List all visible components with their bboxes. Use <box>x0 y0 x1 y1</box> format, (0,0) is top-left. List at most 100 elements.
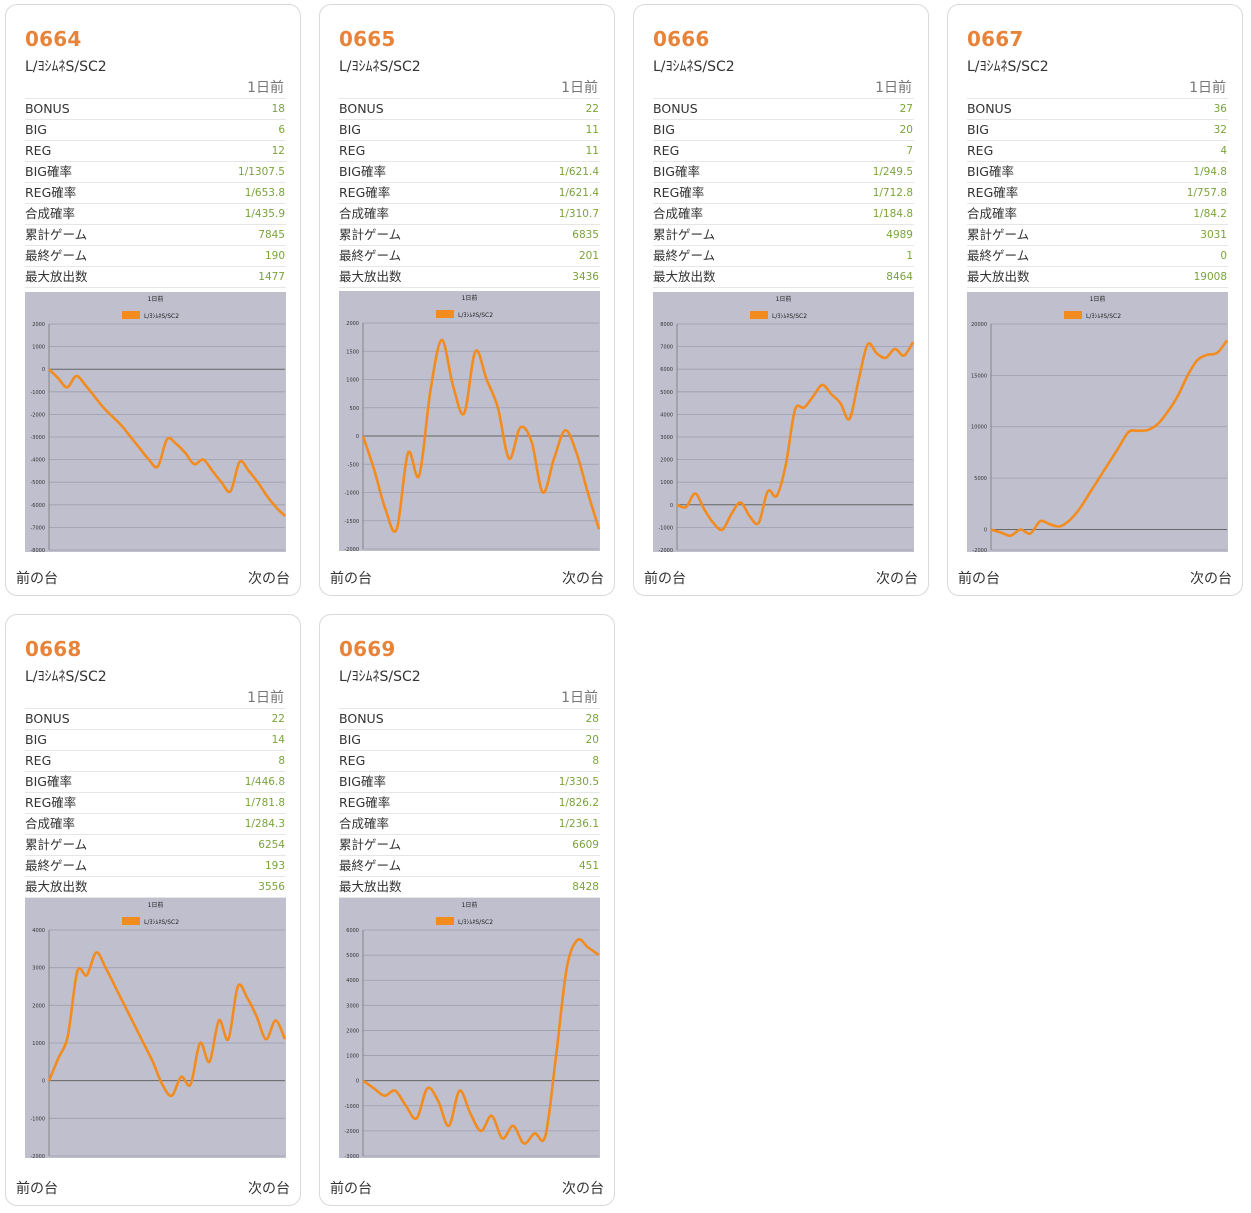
stat-row: BIG 20 <box>653 120 914 141</box>
next-machine-link[interactable]: 次の台 <box>562 1181 604 1197</box>
slump-chart-svg: 1日前 L/ﾖｼﾑﾈS/SC2 4000 3000 2000 1000 0 -1000 -200… <box>30 901 286 1158</box>
stat-label: BIG <box>339 732 361 747</box>
stat-row: BIG確率 1/446.8 <box>25 772 286 793</box>
machine-number[interactable]: 0664 <box>25 27 82 51</box>
y-tick-label: -2000 <box>658 548 673 552</box>
chart-title: 1日前 <box>462 294 478 302</box>
y-tick-label: 4000 <box>346 978 359 984</box>
machine-number[interactable]: 0668 <box>25 637 82 661</box>
y-tick-label: 5000 <box>974 476 987 482</box>
stat-row: BIG確率 1/621.4 <box>339 162 600 183</box>
y-tick-label: 3000 <box>660 435 673 441</box>
stat-label: 最大放出数 <box>339 269 402 284</box>
stat-label: 累計ゲーム <box>339 837 402 852</box>
stat-label: REG <box>967 143 994 158</box>
y-tick-label: 5000 <box>346 953 359 959</box>
stat-row: 最終ゲーム 201 <box>339 246 600 267</box>
stat-row: 最大放出数 3556 <box>25 877 286 898</box>
y-tick-label: 1500 <box>346 349 359 355</box>
stat-value: 19008 <box>1193 271 1227 283</box>
legend-label: L/ﾖｼﾑﾈS/SC2 <box>458 919 493 926</box>
stat-label: BONUS <box>653 101 698 116</box>
stat-value: 32 <box>1213 124 1227 136</box>
series-line <box>362 937 600 1145</box>
stat-row: BONUS 27 <box>653 99 914 120</box>
y-tick-label: 2000 <box>32 1003 45 1009</box>
stat-row: 合成確率 1/84.2 <box>967 204 1228 225</box>
stat-value: 1/84.2 <box>1193 208 1227 220</box>
y-tick-label: 15000 <box>971 373 987 379</box>
stat-value: 6254 <box>258 839 285 851</box>
y-tick-label: 2000 <box>660 458 673 464</box>
prev-machine-link[interactable]: 前の台 <box>958 571 1000 587</box>
legend-label: L/ﾖｼﾑﾈS/SC2 <box>144 919 179 926</box>
prev-machine-link[interactable]: 前の台 <box>16 1181 58 1197</box>
machine-card-0665: 0665 L/ﾖｼﾑﾈS/SC2 1日前 BONUS 22 BIG 11 REG 11 BI… <box>319 4 615 596</box>
machine-number[interactable]: 0667 <box>967 27 1024 51</box>
machine-card-0664: 0664 L/ﾖｼﾑﾈS/SC2 1日前 BONUS 18 BIG 6 REG 12 BIG… <box>5 4 301 596</box>
y-tick-label: -2000 <box>30 1154 45 1158</box>
stat-label: BONUS <box>25 101 70 116</box>
stat-label: REG確率 <box>339 795 391 810</box>
stat-label: 合成確率 <box>25 816 76 831</box>
legend-swatch <box>436 310 454 318</box>
y-tick-label: 1000 <box>32 345 45 351</box>
y-tick-label: 0 <box>984 527 987 533</box>
stat-label: 最終ゲーム <box>25 858 88 873</box>
prev-machine-link[interactable]: 前の台 <box>644 571 686 587</box>
stat-row: 最終ゲーム 451 <box>339 856 600 877</box>
stat-row: BIG確率 1/249.5 <box>653 162 914 183</box>
stat-row: BIG 32 <box>967 120 1228 141</box>
y-tick-label: -1000 <box>30 1116 45 1122</box>
stat-row: REG 4 <box>967 141 1228 162</box>
stat-label: BIG <box>339 122 361 137</box>
next-machine-link[interactable]: 次の台 <box>248 571 290 587</box>
stat-row: BIG確率 1/330.5 <box>339 772 600 793</box>
next-machine-link[interactable]: 次の台 <box>248 1181 290 1197</box>
stat-row: 最大放出数 3436 <box>339 267 600 288</box>
stat-value: 3031 <box>1200 229 1227 241</box>
series-line <box>990 339 1228 537</box>
stat-value: 27 <box>899 103 913 115</box>
stat-row: REG 8 <box>25 751 286 772</box>
legend-label: L/ﾖｼﾑﾈS/SC2 <box>144 313 179 320</box>
stat-value: 190 <box>264 250 285 262</box>
period-header: 1日前 <box>339 688 600 709</box>
slump-chart-svg: 1日前 L/ﾖｼﾑﾈS/SC2 8000 7000 6000 5000 4000 3000 20… <box>658 295 914 552</box>
machine-number[interactable]: 0669 <box>339 637 396 661</box>
stat-row: BONUS 18 <box>25 99 286 120</box>
y-tick-label: 3000 <box>346 1003 359 1009</box>
y-tick-label: 2000 <box>346 321 359 327</box>
stat-value: 1/284.3 <box>244 818 285 830</box>
prev-machine-link[interactable]: 前の台 <box>330 1181 372 1197</box>
prev-machine-link[interactable]: 前の台 <box>330 571 372 587</box>
stat-value: 22 <box>585 103 599 115</box>
stat-row: REG 8 <box>339 751 600 772</box>
machine-name: L/ﾖｼﾑﾈS/SC2 <box>25 669 107 685</box>
stat-value: 8428 <box>572 881 599 893</box>
stat-value: 1/826.2 <box>558 797 599 809</box>
y-tick-label: -1000 <box>30 390 45 396</box>
legend-swatch <box>436 917 454 925</box>
next-machine-link[interactable]: 次の台 <box>562 571 604 587</box>
chart-title: 1日前 <box>462 901 478 909</box>
slump-chart: 1日前 L/ﾖｼﾑﾈS/SC2 2000 1000 0 -1000 -2000 -3000 -4… <box>25 292 286 552</box>
y-tick-label: -1000 <box>344 1104 359 1110</box>
stat-row: BONUS 22 <box>25 709 286 730</box>
stat-row: 合成確率 1/184.8 <box>653 204 914 225</box>
next-machine-link[interactable]: 次の台 <box>1190 571 1232 587</box>
y-tick-label: 10000 <box>971 425 987 431</box>
y-tick-label: -1000 <box>658 525 673 531</box>
machine-number[interactable]: 0666 <box>653 27 710 51</box>
y-tick-label: 6000 <box>346 928 359 934</box>
stat-value: 4989 <box>886 229 913 241</box>
machine-number[interactable]: 0665 <box>339 27 396 51</box>
next-machine-link[interactable]: 次の台 <box>876 571 918 587</box>
y-tick-label: -2000 <box>344 547 359 551</box>
stat-label: 最大放出数 <box>25 879 88 894</box>
stat-value: 11 <box>585 124 599 136</box>
stat-row: 最終ゲーム 193 <box>25 856 286 877</box>
y-tick-label: -7000 <box>30 525 45 531</box>
slump-chart-svg: 1日前 L/ﾖｼﾑﾈS/SC2 20000 15000 10000 5000 0 -2000 <box>971 295 1228 552</box>
prev-machine-link[interactable]: 前の台 <box>16 571 58 587</box>
